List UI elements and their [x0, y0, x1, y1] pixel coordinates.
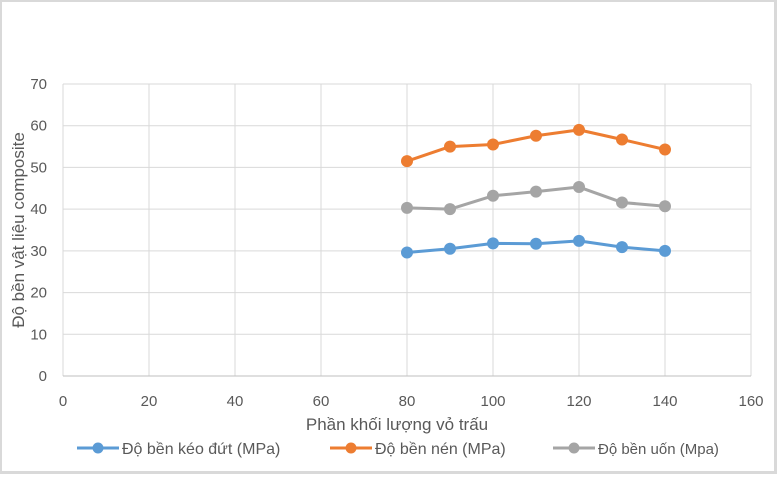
legend-marker	[345, 442, 357, 454]
data-point	[487, 138, 499, 151]
y-axis-ticks: 0 10 20 30 40 50 60 70	[30, 76, 47, 385]
series-1	[401, 123, 671, 168]
data-point	[659, 244, 671, 257]
series-group	[401, 123, 671, 259]
legend-item: Độ bền kéo đứt (MPa)	[77, 441, 280, 458]
x-tick-label: 40	[227, 393, 244, 410]
data-point	[573, 123, 585, 136]
series-2	[401, 181, 671, 216]
legend-label: Độ bền nén (MPa)	[375, 441, 506, 458]
x-tick-label: 80	[399, 393, 416, 410]
y-tick-label: 60	[30, 118, 47, 135]
series-0	[401, 234, 671, 259]
data-point	[401, 246, 413, 259]
legend-item: Độ bền nén (MPa)	[330, 441, 506, 458]
y-tick-label: 30	[30, 243, 47, 260]
y-tick-label: 10	[30, 326, 47, 343]
y-tick-label: 40	[30, 201, 47, 218]
legend: Độ bền kéo đứt (MPa) Độ bền nén (MPa) Độ b…	[77, 441, 719, 458]
data-point	[487, 237, 499, 250]
data-point	[573, 234, 585, 247]
x-axis-ticks: 0 20 40 60 80 100 120 140 160	[59, 393, 764, 410]
x-tick-label: 60	[313, 393, 330, 410]
data-point	[659, 143, 671, 156]
y-tick-label: 70	[30, 76, 47, 93]
data-point	[530, 129, 542, 142]
legend-label: Độ bền uốn (Mpa)	[598, 441, 719, 458]
y-axis-title: Độ bền vật liệu composite	[9, 132, 28, 328]
data-point	[444, 140, 456, 153]
data-point	[444, 203, 456, 216]
x-tick-label: 140	[652, 393, 677, 410]
data-point	[659, 200, 671, 213]
data-point	[444, 242, 456, 255]
x-tick-label: 100	[480, 393, 505, 410]
data-point	[616, 133, 628, 146]
data-point	[573, 181, 585, 194]
data-point	[487, 189, 499, 202]
x-tick-label: 120	[566, 393, 591, 410]
y-tick-label: 50	[30, 159, 47, 176]
data-point	[616, 196, 628, 209]
data-point	[616, 241, 628, 254]
legend-marker	[92, 442, 104, 454]
data-point	[530, 237, 542, 250]
data-point	[401, 201, 413, 214]
legend-label: Độ bền kéo đứt (MPa)	[122, 441, 280, 458]
x-tick-label: 20	[141, 393, 158, 410]
legend-marker	[568, 442, 580, 454]
x-tick-label: 0	[59, 393, 67, 410]
data-point	[401, 155, 413, 168]
data-point	[530, 185, 542, 198]
y-tick-label: 20	[30, 285, 47, 302]
gridlines	[62, 83, 752, 377]
legend-item: Độ bền uốn (Mpa)	[553, 441, 719, 458]
y-tick-label: 0	[39, 368, 47, 385]
x-axis-title: Phần khối lượng vỏ trấu	[306, 415, 488, 434]
x-tick-label: 160	[738, 393, 763, 410]
